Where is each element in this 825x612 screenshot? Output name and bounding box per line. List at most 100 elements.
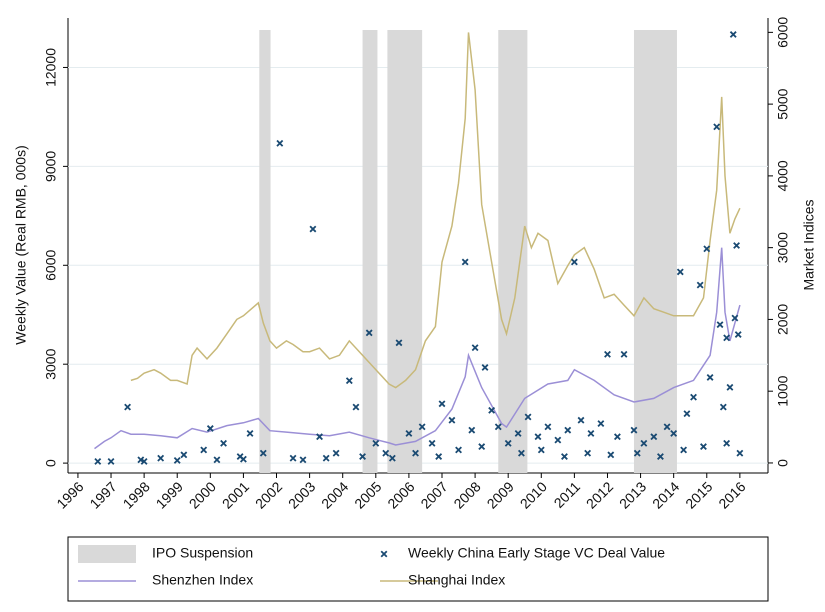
scatter-point	[382, 449, 390, 457]
x-tick-label: 2007	[417, 478, 450, 511]
scatter-point	[481, 364, 489, 371]
shaded-region	[387, 30, 423, 473]
scatter-point	[239, 455, 247, 463]
scatter-point	[418, 423, 426, 431]
x-tick-label: 2015	[682, 478, 715, 511]
scatter-point	[478, 443, 486, 451]
y-axis-title: Weekly Value (Real RMB, 000s)	[13, 145, 29, 344]
scatter-point	[140, 458, 148, 465]
scatter-point	[405, 429, 413, 437]
shaded-region	[259, 30, 271, 473]
scatter-point	[680, 446, 688, 454]
scatter-point	[200, 446, 208, 454]
scatter-point	[180, 451, 188, 459]
x-tick-label: 2016	[715, 478, 748, 511]
scatter-point	[316, 433, 323, 441]
scatter-point	[455, 446, 462, 454]
y-tick-label: 0	[43, 459, 59, 467]
legend	[67, 536, 769, 602]
scatter-point	[700, 443, 707, 451]
scatter-point	[372, 439, 380, 447]
scatter-point	[471, 344, 479, 352]
scatter-point	[299, 456, 307, 464]
shaded-region	[362, 30, 378, 473]
scatter-point	[733, 242, 740, 249]
y2-tick-label: 0	[775, 459, 791, 467]
y2-tick-label: 6000	[775, 17, 791, 48]
x-tick-label: 2005	[351, 478, 384, 511]
scatter-point	[607, 451, 615, 459]
scatter-point	[514, 429, 522, 437]
legend-swatch	[78, 545, 136, 563]
shaded-region	[633, 30, 677, 473]
x-tick-label: 1997	[86, 478, 119, 511]
scatter-point	[597, 420, 605, 427]
scatter-point	[726, 383, 734, 391]
y-tick-label: 9000	[43, 151, 59, 182]
x-tick-label: 1999	[153, 478, 186, 511]
scatter-point	[554, 436, 562, 444]
x-tick-label: 2010	[517, 478, 550, 511]
scatter-point	[587, 429, 595, 437]
scatter-point	[633, 449, 641, 457]
legend-label: IPO Suspension	[152, 545, 253, 561]
scatter-point	[736, 449, 744, 457]
scatter-point	[517, 449, 525, 457]
scatter-point	[656, 453, 664, 460]
legend-label: Shanghai Index	[408, 572, 505, 588]
scatter-point	[345, 377, 353, 385]
scatter-point	[713, 123, 721, 131]
scatter-point	[729, 31, 737, 38]
scatter-point	[438, 400, 446, 408]
y2-tick-label: 3000	[775, 232, 791, 263]
y2-tick-label: 5000	[775, 88, 791, 119]
y-tick-label: 12000	[43, 48, 59, 87]
scatter-point	[124, 403, 132, 411]
scatter-point	[107, 458, 115, 465]
scatter-point	[534, 433, 542, 441]
scatter-point	[703, 245, 711, 253]
scatter-point	[524, 413, 532, 421]
scatter-point	[94, 458, 102, 465]
scatter-point	[696, 281, 704, 289]
scatter-point	[734, 331, 742, 338]
legend-label: Shenzhen Index	[152, 572, 253, 588]
scatter-point	[276, 139, 284, 147]
scatter-point	[604, 350, 611, 358]
scatter-point	[309, 225, 317, 233]
line	[94, 247, 741, 450]
scatter-point	[494, 423, 502, 431]
scatter-point	[706, 373, 714, 381]
scatter-point	[428, 439, 436, 447]
scatter-point	[577, 416, 585, 424]
scatter-point	[537, 446, 545, 454]
scatter-point	[716, 321, 724, 329]
y2-tick-label: 1000	[775, 375, 791, 406]
x-tick-label: 2014	[649, 478, 682, 511]
scatter-point	[640, 439, 648, 447]
scatter-point	[613, 433, 621, 441]
scatter-point	[395, 339, 403, 347]
x-tick-label: 2008	[450, 478, 483, 511]
scatter-point	[206, 425, 214, 432]
x-tick-label: 2004	[318, 478, 351, 511]
scatter-point	[435, 453, 443, 460]
scatter-point	[723, 439, 731, 447]
scatter-point	[676, 268, 684, 276]
scatter-point	[650, 433, 658, 441]
legend-label: Weekly China Early Stage VC Deal Value	[408, 545, 665, 561]
scatter-point	[246, 429, 254, 437]
x-tick-label: 2011	[551, 478, 584, 511]
scatter-point	[630, 426, 638, 434]
scatter-point	[488, 406, 496, 414]
scatter-point	[213, 456, 221, 464]
legend-symbol	[380, 550, 388, 558]
scatter-point	[352, 403, 360, 411]
scatter-point	[468, 426, 476, 434]
scatter-point	[504, 439, 512, 447]
scatter-point	[259, 449, 267, 457]
scatter-point	[289, 454, 297, 462]
scatter-point	[584, 449, 592, 457]
scatter-point	[365, 329, 373, 337]
x-tick-label: 2006	[384, 478, 417, 511]
